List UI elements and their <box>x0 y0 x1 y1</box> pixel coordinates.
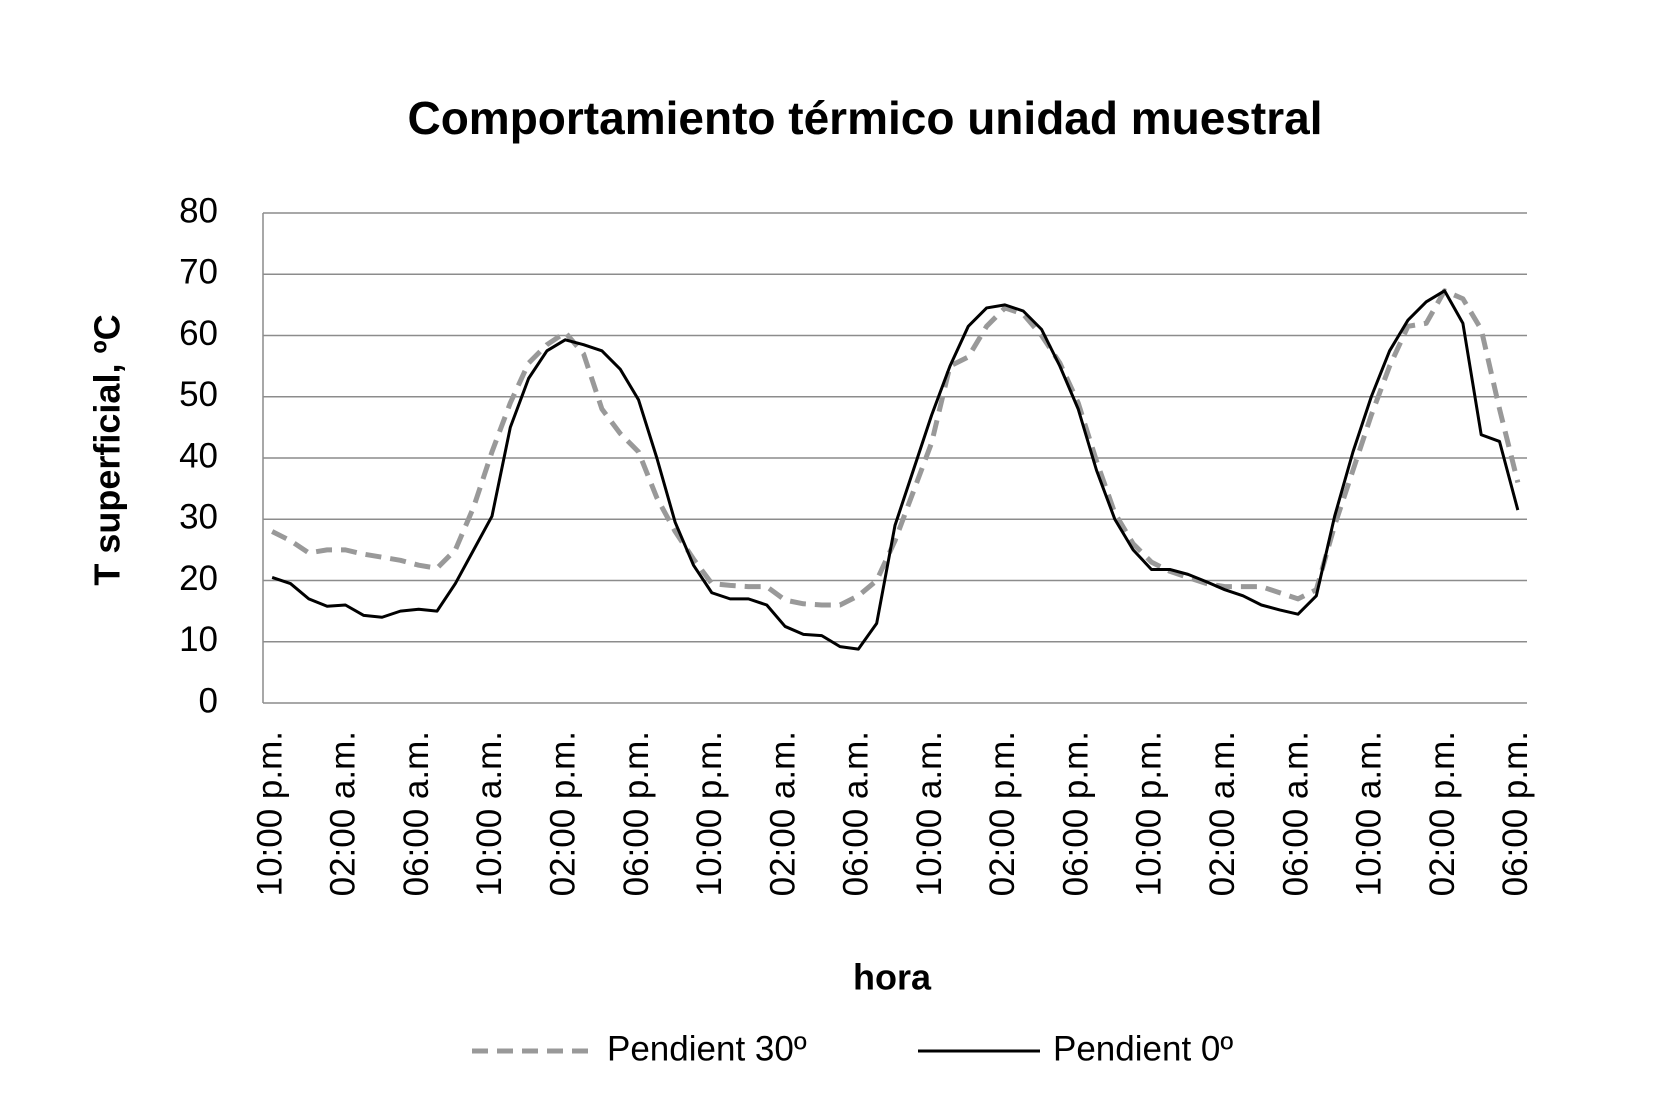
x-tick-label: 10:00 a.m. <box>470 731 509 896</box>
y-tick-label: 30 <box>179 498 218 537</box>
y-tick-label: 60 <box>179 314 218 353</box>
legend-label: Pendient 30º <box>607 1029 807 1068</box>
x-tick-label: 06:00 p.m. <box>1056 731 1095 896</box>
x-tick-label: 10:00 p.m. <box>1130 731 1169 896</box>
x-tick-label: 10:00 a.m. <box>1350 731 1389 896</box>
y-tick-label: 40 <box>179 436 218 475</box>
x-tick-label: 02:00 a.m. <box>324 731 363 896</box>
chart-title: Comportamiento térmico unidad muestral <box>407 92 1322 144</box>
y-tick-label: 50 <box>179 375 218 414</box>
x-tick-label: 06:00 p.m. <box>1496 731 1535 896</box>
line-series <box>271 289 1520 651</box>
x-tick-label: 10:00 p.m. <box>690 731 729 896</box>
x-tick-label: 02:00 p.m. <box>1423 731 1462 896</box>
x-tick-label: 06:00 a.m. <box>1276 731 1315 896</box>
x-tick-label: 10:00 p.m. <box>250 731 289 896</box>
y-tick-label: 70 <box>179 253 218 292</box>
y-tick-label: 0 <box>199 681 218 720</box>
x-tick-label: 02:00 p.m. <box>544 731 583 896</box>
x-tick-label: 10:00 a.m. <box>910 731 949 896</box>
x-tick-label: 02:00 p.m. <box>983 731 1022 896</box>
x-tick-label: 06:00 a.m. <box>837 731 876 896</box>
x-tick-label: 02:00 a.m. <box>1203 731 1242 896</box>
legend-label: Pendient 0º <box>1053 1029 1233 1068</box>
line-series <box>271 288 1521 608</box>
y-tick-label: 80 <box>179 191 218 230</box>
x-axis-title: hora <box>853 957 932 998</box>
y-axis-title: T superficial, ºC <box>87 314 128 585</box>
x-tick-label: 06:00 a.m. <box>397 731 436 896</box>
y-tick-label: 20 <box>179 559 218 598</box>
y-tick-label: 10 <box>179 620 218 659</box>
x-tick-label: 06:00 p.m. <box>617 731 656 896</box>
x-tick-label: 02:00 a.m. <box>763 731 802 896</box>
